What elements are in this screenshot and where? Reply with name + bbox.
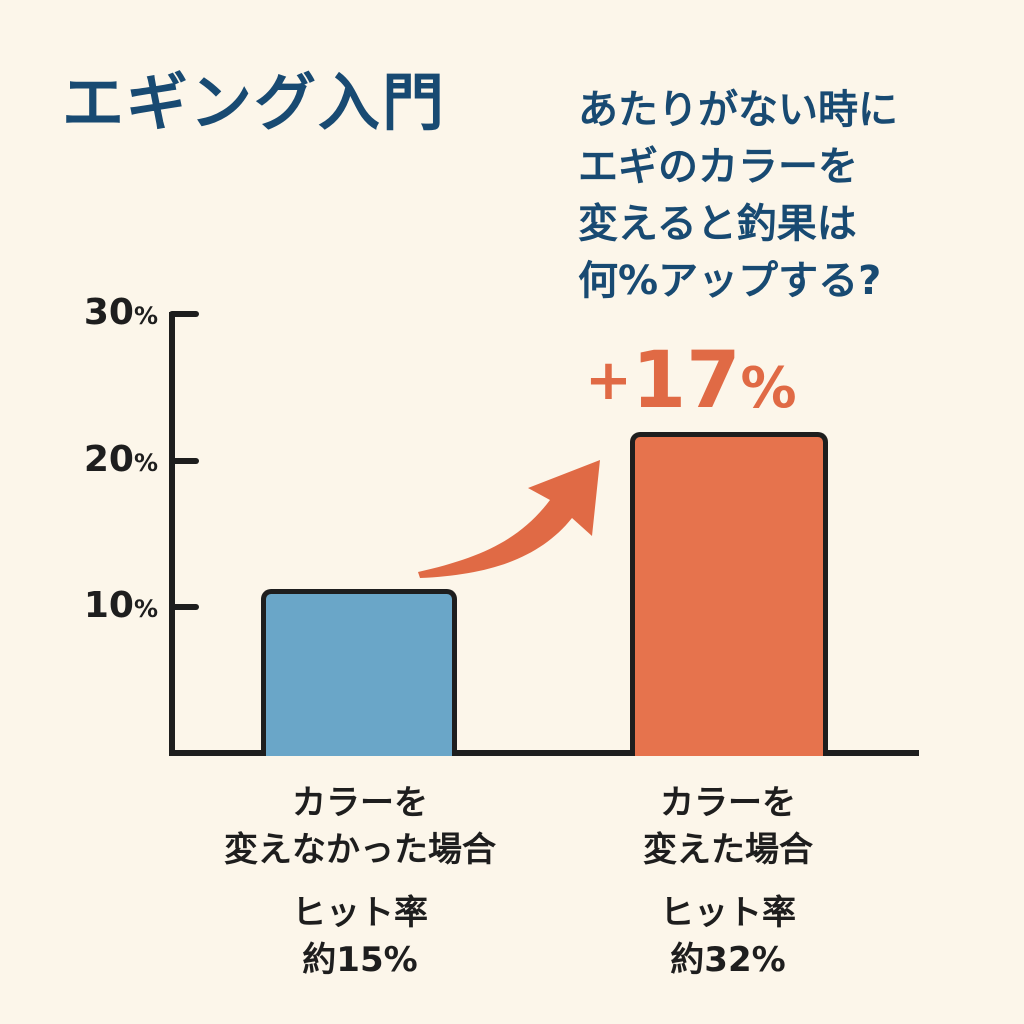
subtitle-line: 変えると釣果は — [578, 201, 857, 247]
category-label-line: カラーを — [660, 783, 796, 823]
y-tick-mark — [169, 604, 199, 610]
y-tick-label-30: 30% — [38, 292, 158, 333]
hit-rate: ヒット率 約15% — [180, 890, 540, 984]
y-tick-number: 30 — [83, 292, 134, 333]
hit-rate: ヒット率 約32% — [548, 890, 908, 984]
hit-rate-value: 約32% — [670, 940, 786, 980]
category-label-line: カラーを — [292, 783, 428, 823]
bar-without-color-change — [261, 589, 457, 756]
hit-rate-label: ヒット率 — [292, 893, 428, 933]
subtitle-line: 何%アップする? — [578, 258, 882, 304]
up-arrow-icon — [418, 460, 600, 578]
y-tick-unit: % — [133, 302, 158, 330]
y-tick-mark — [169, 458, 199, 464]
y-tick-label-10: 10% — [38, 585, 158, 626]
y-tick-label-20: 20% — [38, 439, 158, 480]
subtitle: あたりがない時に エギのカラーを 変えると釣果は 何%アップする? — [578, 82, 898, 310]
subtitle-line: あたりがない時に — [578, 87, 898, 133]
hit-rate-value: 約15% — [302, 940, 418, 980]
y-tick-number: 10 — [83, 585, 134, 626]
callout-unit: % — [740, 356, 797, 421]
y-axis — [169, 312, 175, 756]
category-label-without-change: カラーを 変えなかった場合 ヒット率 約15% — [180, 780, 540, 984]
subtitle-line: エギのカラーを — [578, 144, 858, 190]
page-title: エギング入門 — [62, 66, 447, 139]
x-axis — [169, 750, 919, 756]
increase-callout: +17% — [585, 336, 797, 426]
y-tick-mark — [169, 311, 199, 317]
y-tick-unit: % — [133, 595, 158, 623]
hit-rate-label: ヒット率 — [660, 893, 796, 933]
category-label-line: 変えなかった場合 — [224, 830, 496, 870]
category-label-with-change: カラーを 変えた場合 ヒット率 約32% — [548, 780, 908, 984]
y-tick-unit: % — [133, 449, 158, 477]
callout-value: 17 — [631, 336, 741, 426]
callout-sign: + — [585, 348, 632, 413]
bar-with-color-change — [630, 432, 828, 756]
category-label-line: 変えた場合 — [643, 830, 813, 870]
y-tick-number: 20 — [83, 439, 134, 480]
